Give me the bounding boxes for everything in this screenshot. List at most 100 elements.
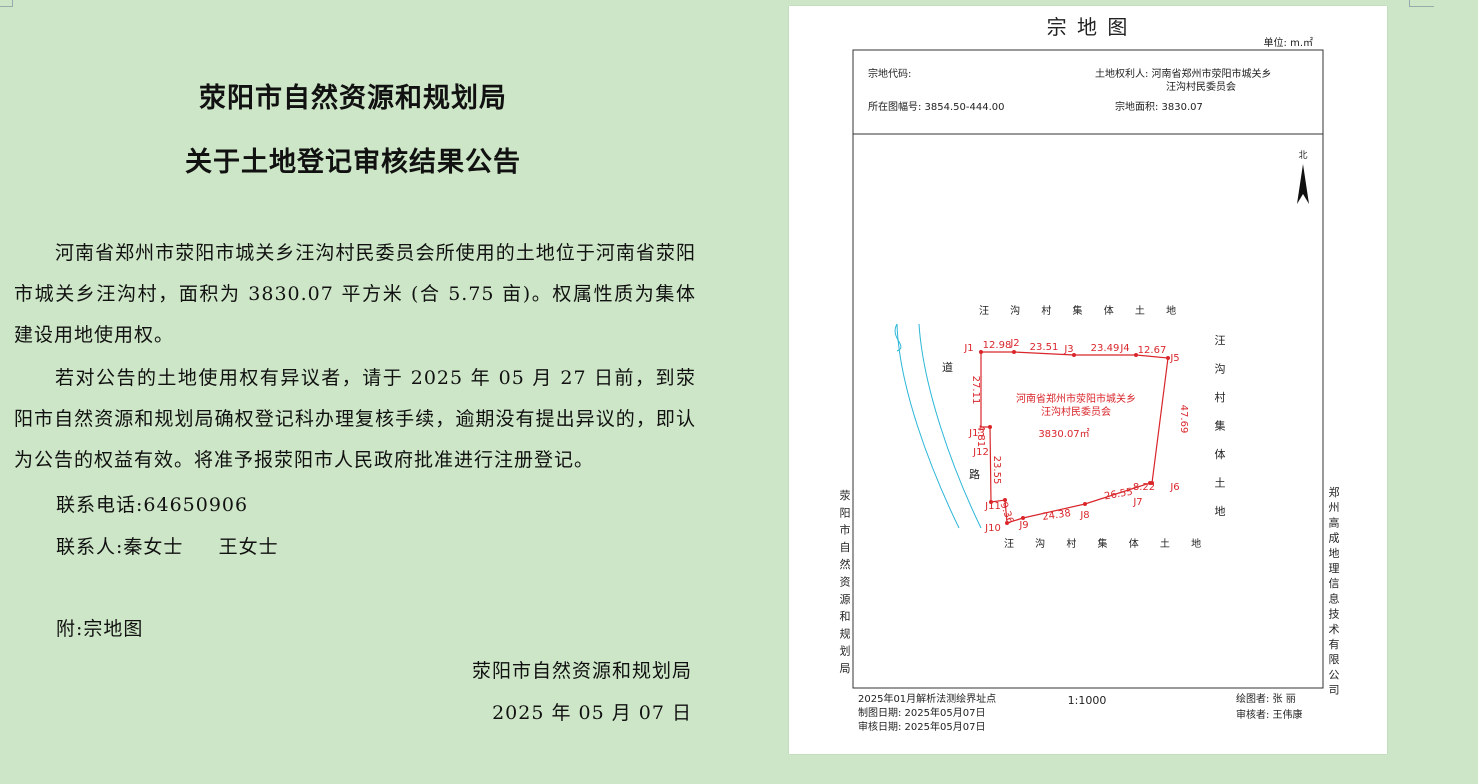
notice-title-line1: 荥阳市自然资源和规划局: [199, 83, 507, 114]
right-vertical-char: 州: [1329, 501, 1340, 514]
boundary-edge-length: 47.69: [1178, 405, 1189, 434]
left-vertical-agency: 荥阳市自然资源和规划局: [840, 488, 851, 675]
right-vertical-char: 成: [1329, 532, 1340, 545]
owner-line1: 土地权利人: 河南省郑州市荥阳市城关乡: [1095, 67, 1272, 80]
right-vertical-char: 郑: [1329, 485, 1340, 499]
boundary-edge-length: 26.55: [1104, 487, 1134, 503]
boundary-edge-length: 24.38: [1042, 508, 1072, 523]
boundary-edge-length: 12.98: [983, 340, 1012, 351]
boundary-edge-length: 12.67: [1138, 345, 1167, 356]
label-right-char: 汪: [1215, 334, 1226, 347]
contact-persons: 联系人:秦女士 王女士: [56, 536, 279, 558]
label-right-char: 地: [1215, 505, 1226, 518]
boundary-point-marker: [1083, 502, 1087, 506]
notice-paragraph-land: 河南省郑州市荥阳市城关乡汪沟村民委员会所使用的土地位于河南省荥阳市城关乡汪沟村，…: [14, 242, 696, 346]
notice-title-line2: 关于土地登记审核结果公告: [185, 147, 521, 178]
label-right-char: 沟: [1215, 363, 1226, 376]
right-vertical-char: 信: [1329, 577, 1340, 590]
parcel-boundary: J1 J2 J3 J4 J5 J6 J7 J8 J9 J10 J11 J12 J13 12.98 23.51…: [963, 338, 1189, 534]
page-corner-mark: [1409, 0, 1434, 7]
right-vertical-char: 限: [1329, 653, 1340, 666]
parcel-area-label: 3830.07㎡: [1038, 428, 1089, 440]
boundary-point-marker: [1072, 353, 1076, 357]
boundary-point-marker: [1003, 498, 1007, 502]
map-frame: [852, 49, 1324, 689]
drawer-name: 绘图者: 张 丽: [1236, 692, 1296, 705]
boundary-point-label: J12: [972, 447, 989, 458]
boundary-point-label: J5: [1169, 353, 1179, 364]
footer-draw-date: 制图日期: 2025年05月07日: [858, 706, 985, 719]
right-vertical-char: 司: [1329, 684, 1340, 697]
boundary-point-label: J2: [1009, 338, 1019, 349]
right-vertical-char: 公: [1329, 668, 1340, 681]
boundary-point-marker: [1012, 350, 1016, 354]
map-title: 宗 地 图: [1047, 15, 1130, 39]
boundary-edge-length: 23.49: [1091, 343, 1120, 354]
left-vertical-char: 和: [840, 610, 851, 623]
right-vertical-char: 技: [1329, 608, 1340, 621]
boundary-point-label: J4: [1119, 343, 1129, 354]
right-vertical-char: 术: [1329, 623, 1340, 636]
notice-paragraph-objection: 若对公告的土地使用权有异议者，请于 2025 年 05 月 27 日前，到荥阳市…: [14, 367, 696, 471]
left-vertical-char: 荥: [840, 488, 851, 502]
boundary-edge-length: 9.36: [997, 501, 1015, 526]
boundary-point-marker: [979, 350, 983, 354]
left-vertical-char: 划: [840, 645, 851, 658]
boundary-edge-length: 23.55: [991, 456, 1002, 485]
boundary-point-label: J7: [1132, 497, 1142, 508]
left-vertical-char: 然: [840, 557, 851, 571]
parcel-area-header: 宗地面积: 3830.07: [1115, 100, 1203, 113]
boundary-point-label: J13: [968, 428, 985, 439]
boundary-point-marker: [1148, 481, 1152, 485]
label-right-char: 土: [1215, 477, 1226, 490]
label-top-collective-land: 汪 沟 村 集 体 土 地: [979, 304, 1185, 317]
label-right-char: 体: [1215, 447, 1226, 461]
issuer-signature: 荥阳市自然资源和规划局: [471, 660, 692, 682]
boundary-edge-length: 8.22: [1133, 482, 1155, 493]
left-vertical-char: 局: [840, 662, 851, 675]
north-label: 北: [1298, 150, 1307, 161]
owner-line2: 汪沟村民委员会: [1166, 80, 1236, 93]
footer-survey-method: 2025年01月解析法测绘界址点: [858, 692, 996, 705]
map-unit: 单位: m.㎡: [1264, 36, 1313, 49]
boundary-point-marker: [1021, 516, 1025, 520]
boundary-point-marker: [1005, 521, 1009, 525]
boundary-point-marker: [1134, 353, 1138, 357]
left-vertical-char: 阳: [840, 506, 851, 519]
map-scale: 1:1000: [1068, 694, 1107, 707]
boundary-point-label: J1: [963, 343, 973, 354]
right-vertical-char: 理: [1329, 562, 1340, 575]
parcel-map-svg: 宗 地 图 单位: m.㎡ 宗地代码: 土地权利人: 河南省郑州市荥阳市城关乡 …: [840, 15, 1340, 733]
boundary-point-label: J11: [984, 501, 1001, 512]
contact-phone: 联系电话:64650906: [56, 494, 249, 516]
boundary-edge-length: 4.81: [975, 425, 986, 447]
boundary-point-label: J8: [1079, 510, 1089, 521]
label-right-char: 集: [1215, 419, 1226, 433]
parcel-name-line2: 汪沟村民委员会: [1041, 405, 1111, 418]
boundary-point-marker: [988, 425, 992, 429]
parcel-code-label: 宗地代码:: [868, 67, 911, 80]
parcel-name-line1: 河南省郑州市荥阳市城关乡: [1016, 392, 1136, 405]
sheet-number: 所在图幅号: 3854.50-444.00: [868, 100, 1005, 113]
road-char-bottom: 路: [969, 468, 980, 481]
issue-date: 2025 年 05 月 07 日: [492, 702, 692, 724]
road: [894, 323, 982, 529]
checker-name: 审核者: 王伟康: [1236, 708, 1303, 721]
right-vertical-char: 高: [1329, 515, 1340, 529]
page-corner-mark: [0, 0, 13, 7]
boundary-point-label: J3: [1063, 344, 1073, 355]
left-vertical-char: 资: [840, 576, 851, 589]
right-vertical-char: 有: [1329, 637, 1340, 651]
boundary-point-marker: [989, 500, 993, 504]
right-vertical-char: 息: [1329, 591, 1340, 605]
left-vertical-char: 规: [840, 626, 851, 640]
road-char-top: 道: [942, 360, 953, 374]
north-arrow-icon: [1297, 164, 1309, 204]
left-vertical-char: 自: [840, 541, 851, 554]
boundary-edge-length: 27.11: [970, 376, 981, 405]
parcel-map-page: 宗 地 图 单位: m.㎡ 宗地代码: 土地权利人: 河南省郑州市荥阳市城关乡 …: [789, 6, 1387, 754]
notice-document: 荥阳市自然资源和规划局 关于土地登记审核结果公告 河南省郑州市荥阳市城关乡汪沟村…: [0, 0, 720, 784]
boundary-edge-length: 23.51: [1030, 342, 1059, 353]
